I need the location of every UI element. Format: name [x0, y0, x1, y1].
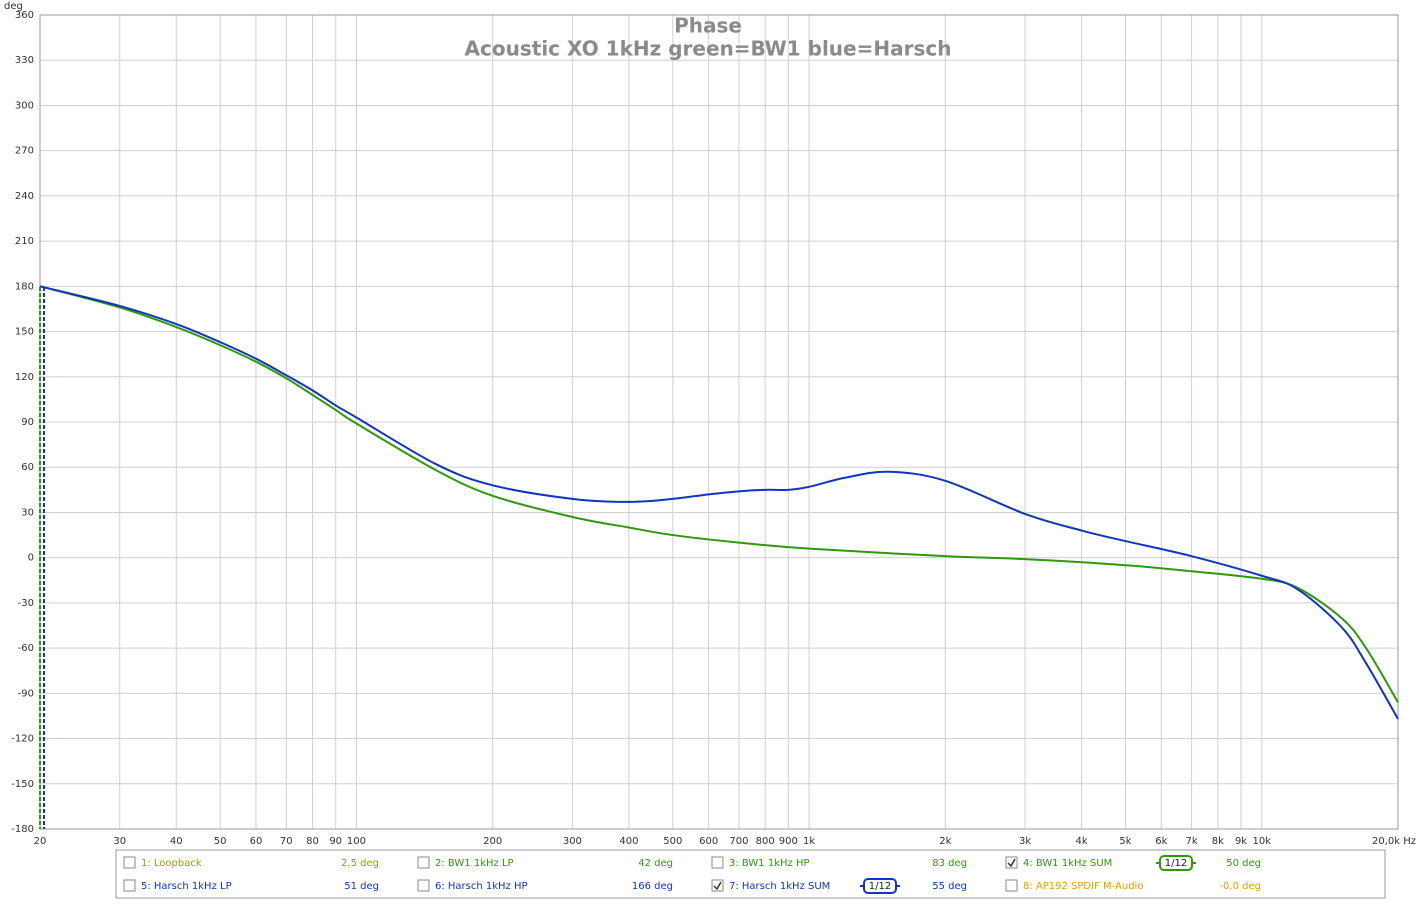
- check-mark: [1007, 858, 1016, 868]
- x-tick-label: 100: [347, 836, 366, 847]
- x-tick-label: 80: [306, 836, 319, 847]
- smoothing-badge: [1159, 855, 1193, 871]
- x-tick-label: 10k: [1252, 836, 1271, 847]
- x-tick-label: 6k: [1155, 836, 1167, 847]
- smoothing-label: 1/12: [1165, 858, 1187, 869]
- y-tick-label: -180: [11, 824, 34, 835]
- x-tick-label: 4k: [1076, 836, 1088, 847]
- x-tick-label: 2k: [939, 836, 951, 847]
- x-tick-label: 500: [663, 836, 682, 847]
- y-tick-label: 270: [15, 146, 34, 157]
- x-tick-label: 300: [563, 836, 582, 847]
- y-tick-label: -60: [18, 643, 34, 654]
- phase-curve: [39, 285, 1399, 720]
- trace-checkbox[interactable]: [123, 856, 136, 869]
- trace-name[interactable]: 7: Harsch 1kHz SUM: [729, 881, 830, 892]
- trace-reading: 50 deg: [1226, 858, 1261, 869]
- x-tick-label: 900: [779, 836, 798, 847]
- y-tick-label: 360: [15, 10, 34, 21]
- y-tick-label: -120: [11, 734, 34, 745]
- trace-name[interactable]: 5: Harsch 1kHz LP: [141, 881, 232, 892]
- y-tick-label: 180: [15, 281, 34, 292]
- x-tick-label: 30: [113, 836, 126, 847]
- trace-checkbox[interactable]: [417, 879, 430, 892]
- x-tick-label: 1k: [803, 836, 815, 847]
- trace-name[interactable]: 2: BW1 1kHz LP: [435, 858, 514, 869]
- trace-checkbox[interactable]: [123, 879, 136, 892]
- trace-name[interactable]: 6: Harsch 1kHz HP: [435, 881, 528, 892]
- trace-checkbox[interactable]: [1005, 856, 1018, 869]
- x-tick-label: 60: [250, 836, 263, 847]
- y-tick-label: -150: [11, 779, 34, 790]
- curves: [39, 285, 1399, 720]
- trace-list[interactable]: 1: Loopback 2,5 deg 2: BW1 1kHz LP 42 deg 3:…: [123, 855, 1261, 894]
- x-tick-label: 50: [214, 836, 227, 847]
- trace-name[interactable]: 3: BW1 1kHz HP: [729, 858, 810, 869]
- x-tick-label: 700: [729, 836, 748, 847]
- x-tick-label: 70: [280, 836, 293, 847]
- y-tick-label: 60: [21, 462, 34, 473]
- y-tick-label: 90: [21, 417, 34, 428]
- phase-curve: [39, 285, 1399, 703]
- trace-reading: 55 deg: [932, 881, 967, 892]
- x-tick-label: 600: [699, 836, 718, 847]
- x-tick-label: 3k: [1019, 836, 1031, 847]
- x-tick-label: 40: [170, 836, 183, 847]
- trace-reading: 83 deg: [932, 858, 967, 869]
- y-tick-label: 240: [15, 191, 34, 202]
- y-tick-label: 150: [15, 327, 34, 338]
- x-tick-label: 5k: [1119, 836, 1131, 847]
- y-tick-label: 120: [15, 372, 34, 383]
- y-tick-label: 300: [15, 100, 34, 111]
- x-tick-label: 7k: [1186, 836, 1198, 847]
- y-tick-label: 210: [15, 236, 34, 247]
- x-tick-label: 200: [483, 836, 502, 847]
- x-tick-label: 8k: [1212, 836, 1224, 847]
- y-axis-label: deg: [4, 1, 23, 12]
- trace-checkbox[interactable]: [1005, 879, 1018, 892]
- trace-name[interactable]: 1: Loopback: [141, 858, 202, 869]
- x-tick-label: 800: [756, 836, 775, 847]
- trace-reading: 51 deg: [344, 881, 379, 892]
- x-tick-label: 20: [34, 836, 47, 847]
- y-tick-label: 0: [28, 553, 34, 564]
- trace-reading: 2,5 deg: [341, 858, 379, 869]
- x-tick-label: 9k: [1235, 836, 1247, 847]
- grid: [39, 14, 1399, 830]
- smoothing-label: 1/12: [869, 881, 891, 892]
- trace-checkbox[interactable]: [711, 879, 724, 892]
- y-tick-label: 330: [15, 55, 34, 66]
- trace-name[interactable]: 8: AP192 SPDIF M-Audio: [1023, 881, 1143, 892]
- chart-title: Phase: [674, 14, 742, 38]
- y-tick-label: 30: [21, 507, 34, 518]
- trace-reading: 166 deg: [632, 881, 673, 892]
- y-tick-label: -90: [18, 688, 34, 699]
- y-tick-label: -30: [18, 598, 34, 609]
- smoothing-badge: [863, 878, 897, 894]
- trace-checkbox[interactable]: [711, 856, 724, 869]
- x-tick-label: 90: [329, 836, 342, 847]
- chart-subtitle: Acoustic XO 1kHz green=BW1 blue=Harsch: [465, 37, 952, 61]
- check-mark: [713, 881, 722, 891]
- tick-labels: -180 -150 -120 -90 -60 -30 0 30 60 90 120 150 180 210…: [11, 10, 1416, 847]
- trace-reading: -0,0 deg: [1219, 881, 1261, 892]
- trace-reading: 42 deg: [638, 858, 673, 869]
- trace-checkbox[interactable]: [417, 856, 430, 869]
- x-tick-label: 20,0k Hz: [1372, 836, 1416, 847]
- trace-name[interactable]: 4: BW1 1kHz SUM: [1023, 858, 1112, 869]
- x-tick-label: 400: [619, 836, 638, 847]
